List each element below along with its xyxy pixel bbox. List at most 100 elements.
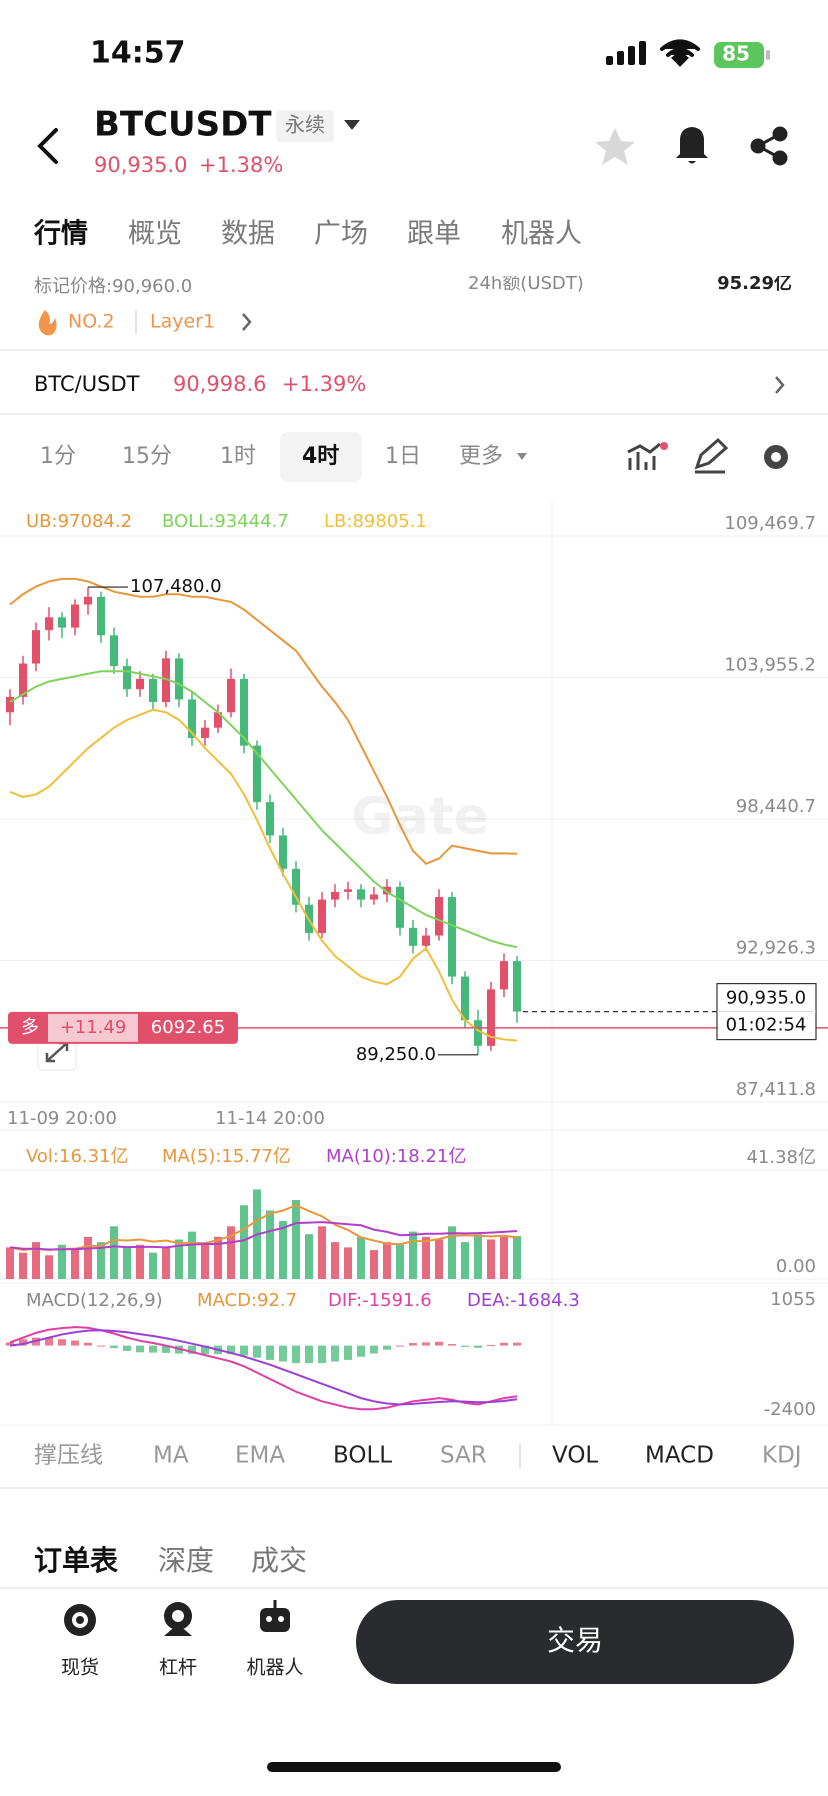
candle-body (513, 961, 521, 1012)
bar (45, 1337, 53, 1346)
back-button[interactable] (37, 128, 58, 164)
main-indicator[interactable]: 撑压线 (34, 1443, 103, 1469)
margin-icon[interactable] (164, 1602, 192, 1636)
sub-indicator[interactable]: KDJ (762, 1443, 802, 1469)
bar (71, 1340, 79, 1346)
hot-icon (38, 310, 57, 336)
bar (474, 1345, 482, 1348)
tab[interactable]: 行情 (33, 218, 88, 250)
main-indicator[interactable]: SAR (440, 1443, 487, 1469)
legend-item: DIF:-1591.6 (328, 1290, 432, 1311)
bar (253, 1345, 261, 1358)
bar (474, 1234, 482, 1279)
candle-body (123, 666, 131, 690)
chevron[interactable] (775, 376, 785, 394)
bar (162, 1247, 170, 1279)
nav-label[interactable]: 机器人 (246, 1657, 303, 1679)
rank[interactable]: NO.2 (68, 311, 115, 333)
series-line (9, 1326, 518, 1411)
y-tick-label: 109,469.7 (724, 513, 816, 534)
bar (487, 1344, 495, 1346)
trade-button[interactable] (356, 1600, 794, 1684)
share-icon[interactable] (750, 126, 788, 166)
candle-body (71, 604, 79, 628)
bar (136, 1345, 144, 1353)
dropdown-icon[interactable] (344, 120, 360, 130)
interval[interactable]: 1时 (220, 444, 256, 469)
bar (266, 1345, 274, 1360)
scroll-mask (0, 266, 828, 276)
position-pnl: +11.49 (60, 1017, 127, 1038)
bar (318, 1226, 326, 1279)
legend-item: MA(10):18.21亿 (326, 1146, 466, 1167)
annotation-label: 107,480.0 (130, 576, 222, 597)
volume-label: 24h额(USDT) (468, 273, 584, 294)
candle-body (58, 617, 66, 628)
candle-body (318, 899, 326, 933)
bar (279, 1221, 287, 1279)
bar (45, 1255, 53, 1279)
interval[interactable]: 4时 (302, 444, 339, 469)
interval[interactable]: 15分 (122, 444, 172, 469)
contract-tag: 永续 (285, 113, 325, 137)
nav-label[interactable]: 杠杆 (159, 1657, 197, 1679)
sub-indicator[interactable]: VOL (552, 1443, 598, 1469)
order-tab[interactable]: 成交 (251, 1544, 307, 1577)
bar (188, 1231, 196, 1279)
order-tab[interactable]: 订单表 (34, 1544, 118, 1577)
bar (58, 1339, 66, 1346)
candle-body (370, 894, 378, 900)
bar (305, 1234, 313, 1279)
y-tick-label: 0.00 (776, 1256, 816, 1277)
countdown: 01:02:54 (726, 1015, 807, 1036)
tab[interactable]: 机器人 (501, 219, 582, 250)
main-indicator[interactable]: MA (153, 1443, 189, 1469)
favorite-icon[interactable] (595, 128, 635, 165)
main-indicator[interactable]: EMA (235, 1443, 285, 1469)
candle-body (266, 802, 274, 836)
tab[interactable]: 广场 (314, 219, 368, 250)
trade-button-label[interactable]: 交易 (547, 1624, 603, 1657)
tab[interactable]: 数据 (221, 219, 275, 250)
bar (136, 1244, 144, 1279)
bar (240, 1205, 248, 1279)
indicator-icon[interactable] (627, 442, 661, 470)
position-amount: 6092.65 (151, 1017, 225, 1038)
signal-icon (606, 41, 646, 65)
bar (227, 1345, 235, 1355)
tab[interactable]: 概览 (128, 219, 182, 250)
header-price: 90,935.0 (94, 153, 188, 177)
sector[interactable]: Layer1 (150, 311, 215, 333)
series-line (9, 670, 518, 949)
spot-icon[interactable] (64, 1604, 96, 1636)
main-indicator[interactable]: BOLL (333, 1443, 392, 1469)
bar (32, 1242, 40, 1279)
bar (19, 1339, 27, 1346)
battery-level: 85 (722, 42, 750, 66)
y-tick-label: 92,926.3 (736, 937, 816, 958)
y-tick-label: 1055 (770, 1289, 816, 1310)
chevron[interactable] (242, 313, 252, 331)
bar (71, 1250, 79, 1279)
interval[interactable]: 1日 (385, 444, 421, 469)
pair-name[interactable]: BTC/USDT (34, 372, 140, 396)
bar (305, 1345, 313, 1364)
tab[interactable]: 跟单 (407, 219, 461, 250)
candle-body (45, 617, 53, 631)
pair-price: 90,998.6 (173, 372, 267, 396)
wifi-icon (660, 39, 700, 67)
draw-icon[interactable] (694, 437, 729, 474)
settings-icon[interactable] (764, 445, 788, 469)
order-tab[interactable]: 深度 (158, 1544, 214, 1577)
candle-body (357, 889, 365, 900)
candle-body (110, 635, 118, 667)
bot-icon[interactable] (260, 1600, 290, 1632)
nav-label[interactable]: 现货 (61, 1657, 99, 1679)
sub-indicator[interactable]: MACD (645, 1443, 714, 1469)
interval[interactable]: 更多 (459, 444, 503, 469)
bar (149, 1345, 157, 1353)
candle-body (461, 976, 469, 1021)
bar (409, 1343, 417, 1346)
interval[interactable]: 1分 (40, 444, 76, 469)
alert-icon[interactable] (676, 127, 708, 164)
